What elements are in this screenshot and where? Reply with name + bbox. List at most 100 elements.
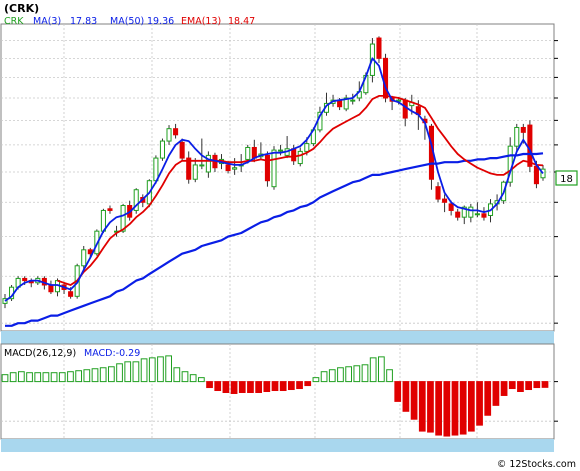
- macd-bar-positive: [83, 369, 91, 383]
- macd-bar-positive: [26, 372, 33, 383]
- macd-bar-positive: [148, 357, 156, 383]
- chart-legend: CRK MA(3) 17.83 MA(50) 19.36 EMA(13) 18.…: [4, 16, 255, 27]
- macd-bar-negative: [271, 381, 279, 392]
- macd-bar-positive: [189, 374, 197, 383]
- candle-down: [402, 99, 408, 119]
- macd-bar-negative: [435, 381, 443, 436]
- legend-ma3-value: 17.83: [70, 16, 97, 27]
- macd-bar-positive: [67, 371, 74, 383]
- candle-down: [68, 291, 74, 297]
- candle-up: [514, 126, 520, 147]
- candle-down: [173, 128, 179, 136]
- candle-up: [199, 164, 205, 167]
- macd-bar-negative: [410, 381, 418, 420]
- ma50-line: [5, 152, 544, 327]
- macd-bar-negative: [222, 381, 230, 393]
- ema13-line: [57, 95, 544, 286]
- watermark: © 12Stocks.com: [497, 459, 576, 470]
- macd-bar-positive: [328, 369, 336, 383]
- macd-bar-negative: [517, 381, 524, 392]
- macd-bar-negative: [206, 381, 213, 389]
- macd-histogram: [1, 355, 549, 437]
- candle-down: [435, 186, 441, 200]
- candle-up: [461, 206, 467, 218]
- macd-bar-negative: [443, 381, 451, 437]
- macd-bar-negative: [541, 381, 549, 388]
- macd-x-axis-band: [1, 439, 554, 452]
- candle-up: [343, 97, 349, 110]
- candle-up: [159, 140, 165, 159]
- candle-up: [304, 143, 310, 152]
- macd-bar-negative: [288, 381, 295, 391]
- macd-bar-negative: [451, 381, 459, 436]
- macd-bar-positive: [320, 371, 328, 383]
- candle-down: [179, 141, 185, 159]
- last-price-badge-box: [555, 170, 578, 186]
- macd-bar-negative: [508, 381, 516, 390]
- macd-bar-positive: [116, 363, 123, 383]
- macd-bar-positive: [9, 372, 17, 383]
- macd-y-tick-labels: [554, 381, 558, 422]
- candle-up: [350, 99, 356, 102]
- macd-bar-negative: [484, 381, 492, 416]
- candle-down: [264, 154, 270, 182]
- candle-down: [186, 157, 192, 180]
- price-panel: 18: [0, 23, 578, 332]
- macd-bar-negative: [533, 381, 541, 389]
- macd-bar-positive: [353, 365, 361, 383]
- candle-down: [251, 146, 257, 159]
- candle-down: [107, 208, 113, 211]
- macd-bar-negative: [427, 381, 434, 433]
- candle-up: [192, 164, 198, 180]
- macd-bar-positive: [91, 368, 99, 383]
- macd-bar-positive: [181, 371, 189, 383]
- macd-bar-positive: [132, 361, 140, 383]
- price-x-axis: [1, 331, 554, 344]
- macd-bar-positive: [312, 377, 320, 383]
- candle-up: [232, 167, 238, 170]
- candle-down: [527, 124, 533, 167]
- macd-bar-positive: [75, 370, 83, 383]
- candle-down: [455, 211, 461, 218]
- macd-legend-label: MACD(26,12,9): [4, 348, 76, 359]
- macd-bar-positive: [1, 374, 9, 383]
- macd-bar-negative: [255, 381, 262, 393]
- candle-up: [133, 189, 139, 211]
- macd-bar-negative: [468, 381, 475, 432]
- moving-average-lines: [4, 57, 544, 327]
- macd-bar-positive: [378, 356, 385, 383]
- macd-bar-positive: [50, 372, 58, 383]
- legend-ema13-label: EMA(13): [181, 16, 221, 27]
- candle-up: [468, 206, 474, 218]
- candle-up: [278, 149, 284, 152]
- macd-bar-positive: [58, 372, 66, 383]
- legend-ema13-value: 18.47: [228, 16, 255, 27]
- candle-down: [225, 164, 231, 172]
- macd-bar-positive: [337, 367, 344, 383]
- macd-bar-negative: [459, 381, 467, 435]
- macd-bar-negative: [492, 381, 500, 406]
- macd-bar-positive: [173, 367, 181, 383]
- candle-up: [271, 149, 277, 188]
- candle-down: [48, 284, 54, 293]
- last-price-badge-text: 18: [560, 174, 573, 185]
- ma3-line: [4, 57, 544, 302]
- macd-bar-positive: [34, 372, 42, 383]
- price-x-axis-band: [1, 331, 554, 344]
- macd-legend-value: MACD:-0.29: [84, 348, 140, 359]
- candle-up: [81, 249, 87, 267]
- candle-up: [153, 157, 159, 182]
- macd-bar-negative: [214, 381, 222, 392]
- legend-ma50-label: MA(50): [110, 16, 144, 27]
- legend-ticker: CRK: [4, 16, 24, 27]
- macd-panel: MACD(26,12,9) MACD:-0.29: [0, 343, 558, 440]
- price-gridlines: [1, 24, 554, 331]
- candle-up: [205, 154, 211, 173]
- last-price-badge: 18: [555, 170, 578, 186]
- candle-up: [540, 168, 546, 179]
- macd-bar-positive: [99, 367, 107, 383]
- macd-bar-positive: [108, 366, 115, 383]
- macd-bar-negative: [525, 381, 532, 391]
- legend-ma50-value: 19.36: [147, 16, 174, 27]
